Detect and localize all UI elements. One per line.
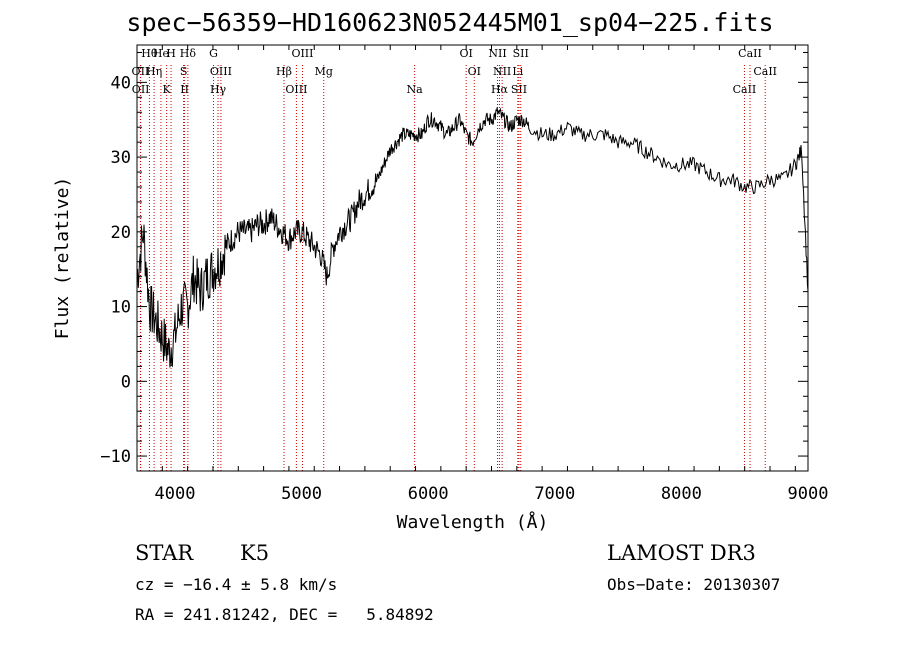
spectral-line-label: OIII <box>285 83 307 96</box>
spectral-line-label: SII <box>513 47 529 60</box>
y-tick-label: 40 <box>111 73 131 93</box>
spectral-line-label: OI <box>459 47 472 60</box>
spectral-line-label: G <box>209 47 218 60</box>
spectral-line-label: Mg <box>315 65 333 78</box>
spectral-line-label: CaII <box>753 65 777 78</box>
x-tick-label: 9000 <box>788 484 829 504</box>
spectral-line-label: Hα <box>491 83 509 96</box>
x-axis-label: Wavelength (Å) <box>397 511 549 533</box>
spectral-line-label: Hγ <box>210 83 227 96</box>
spectrum-trace <box>136 107 809 368</box>
spectral-line-label: Hβ <box>276 65 292 78</box>
spectral-line-label: CaII <box>733 83 757 96</box>
redshift-cz: cz = −16.4 ± 5.8 km/s <box>135 575 338 594</box>
spectral-line-label: NII <box>493 65 511 78</box>
y-tick-label: 0 <box>121 372 131 392</box>
y-axis-label: Flux (relative) <box>52 177 73 340</box>
spectral-line-label: OII <box>132 83 150 96</box>
spectral-line-label: OIII <box>210 65 232 78</box>
ra-dec: RA = 241.81242, DEC = 5.84892 <box>135 605 434 624</box>
plot-frame <box>136 44 809 472</box>
y-tick-label: 30 <box>111 148 131 168</box>
x-tick-label: 4000 <box>155 484 196 504</box>
spectral-line-label: OIII <box>291 47 313 60</box>
y-tick-label: 20 <box>111 223 131 243</box>
spectral-line-label: Na <box>407 83 424 96</box>
spectral-line-label: Hδ <box>180 47 197 60</box>
spectral-line-label: CaII <box>738 47 762 60</box>
survey-label: LAMOST DR3 <box>607 541 756 565</box>
spectral-line-label: Hη <box>146 65 162 78</box>
spectral-line-label: OI <box>468 65 481 78</box>
spectral-line-label: H <box>166 47 176 60</box>
spectral-line-label: SII <box>511 83 527 96</box>
spectral-line-label: II <box>180 83 189 96</box>
observation-date: Obs−Date: 20130307 <box>607 575 781 594</box>
x-tick-label: 8000 <box>661 484 702 504</box>
spectral-line-label: Hθ <box>141 47 158 60</box>
x-tick-label: 5000 <box>281 484 322 504</box>
spectral-line-label: He <box>153 47 169 60</box>
spectral-line-label: K <box>163 83 172 96</box>
spectral-line-label: S <box>180 65 188 78</box>
chart-title: spec−56359−HD160623N052445M01_sp04−225.f… <box>126 8 774 37</box>
y-tick-label: −10 <box>100 447 131 467</box>
y-tick-label: 10 <box>111 298 131 318</box>
spectral-line-label: Li <box>512 65 523 78</box>
object-subclass: K5 <box>240 541 270 565</box>
object-class: STAR <box>135 541 194 565</box>
x-tick-label: 6000 <box>408 484 449 504</box>
x-tick-label: 7000 <box>534 484 575 504</box>
spectral-line-label: NII <box>488 47 506 60</box>
